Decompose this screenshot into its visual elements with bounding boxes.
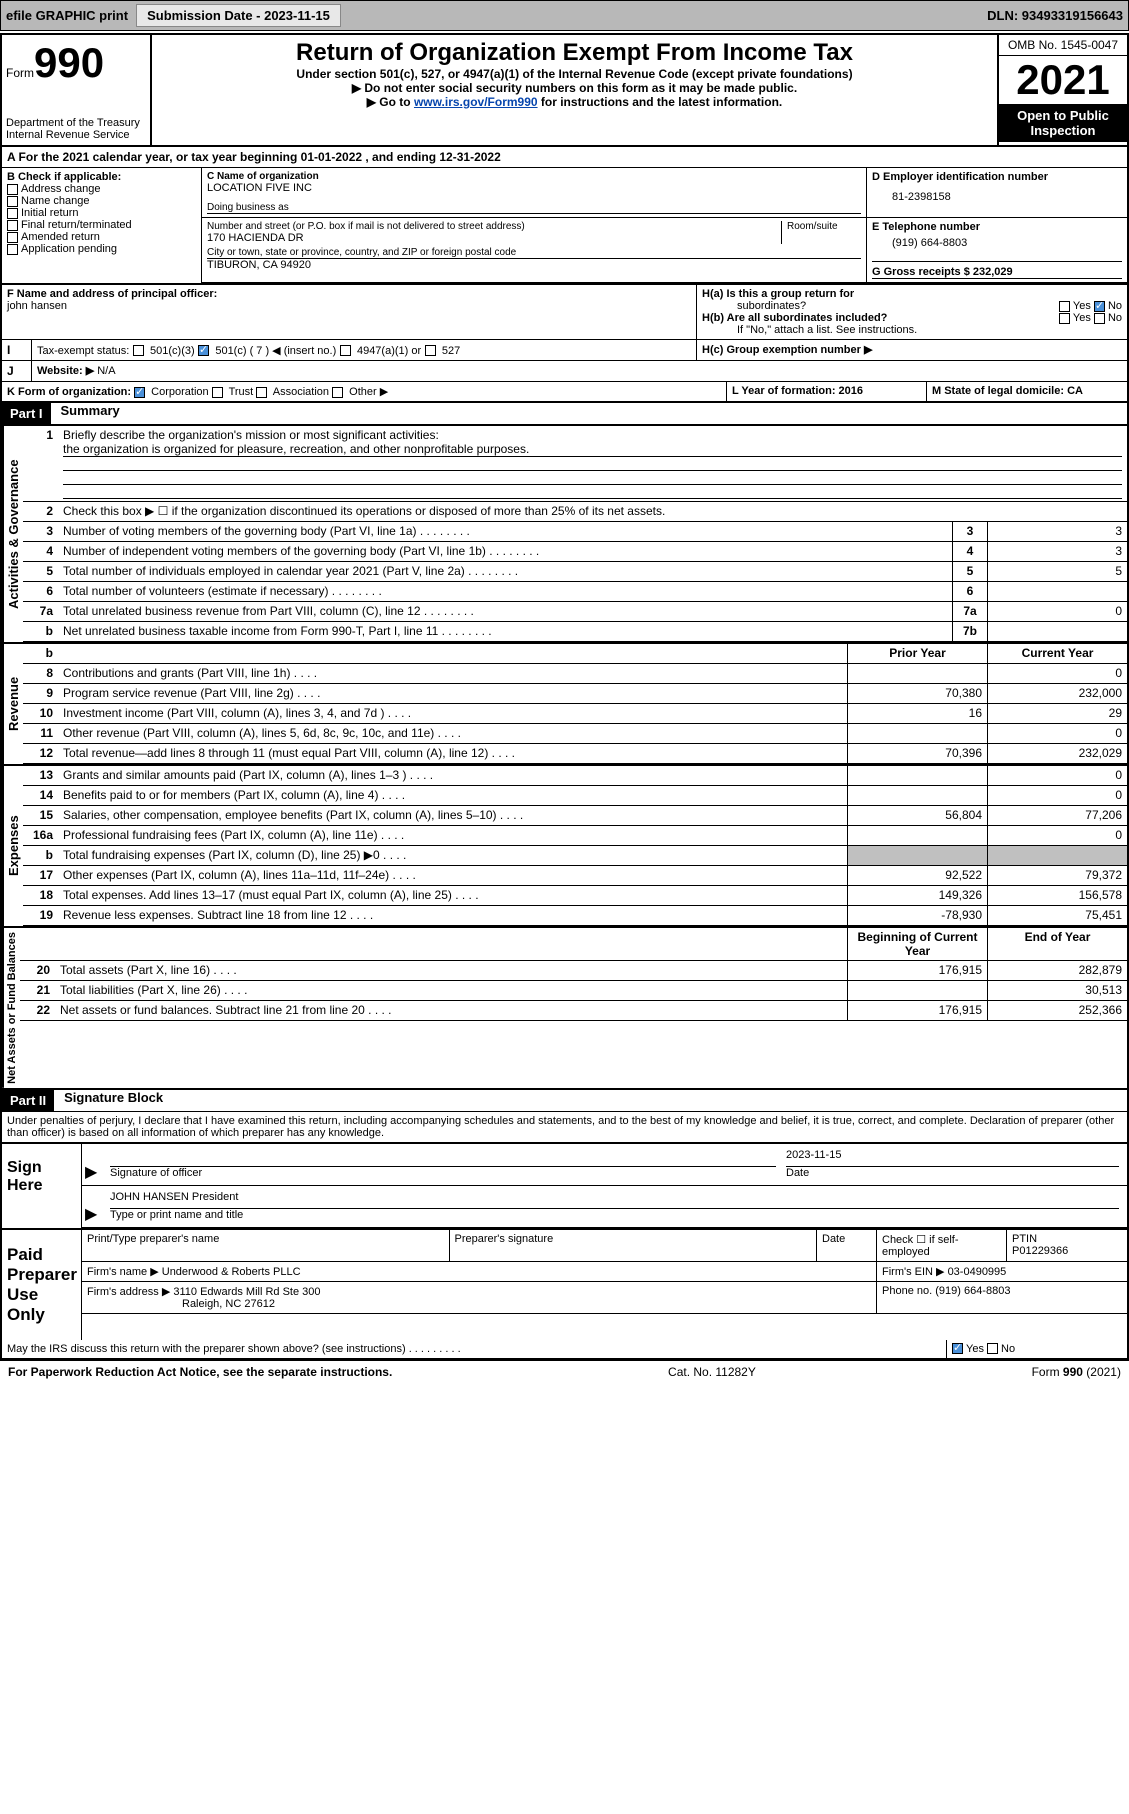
data-row: 22 Net assets or fund balances. Subtract… [20,1001,1127,1021]
form-word: Form [6,66,34,80]
chk-527[interactable] [425,345,436,356]
chk-ha-yes[interactable] [1059,301,1070,312]
dln-label: DLN: 93493319156643 [987,8,1123,23]
chk-address[interactable] [7,184,18,195]
preparer-block: Paid Preparer Use Only Print/Type prepar… [2,1228,1127,1340]
form-subtitle: Under section 501(c), 527, or 4947(a)(1)… [160,67,989,81]
firm-addr: 3110 Edwards Mill Rd Ste 300 [173,1286,320,1298]
sign-date: 2023-11-15 [786,1149,1119,1167]
gov-row: b Net unrelated business taxable income … [23,622,1127,642]
city: TIBURON, CA 94920 [207,259,861,271]
website: N/A [97,365,115,377]
data-row: 14 Benefits paid to or for members (Part… [23,786,1127,806]
part1-title: Summary [51,403,120,424]
irs-link[interactable]: www.irs.gov/Form990 [414,95,538,109]
street: 170 HACIENDA DR [207,232,781,244]
data-row: 12 Total revenue—add lines 8 through 11 … [23,744,1127,764]
data-row: 13 Grants and similar amounts paid (Part… [23,766,1127,786]
irs-label: Internal Revenue Service [6,129,146,141]
chk-name[interactable] [7,196,18,207]
form-number: 990 [34,39,104,87]
side-governance: Activities & Governance [2,426,23,642]
side-revenue: Revenue [2,644,23,764]
side-expenses: Expenses [2,766,23,926]
firm-phone: (919) 664-8803 [935,1285,1010,1297]
chk-trust[interactable] [212,387,223,398]
chk-hb-yes[interactable] [1059,313,1070,324]
footer: For Paperwork Reduction Act Notice, see … [0,1361,1129,1383]
org-name: LOCATION FIVE INC [207,182,861,194]
note2: ▶ Go to www.irs.gov/Form990 for instruct… [160,95,989,109]
form-990: Form 990 Department of the Treasury Inte… [0,33,1129,1361]
chk-other[interactable] [332,387,343,398]
data-row: 19 Revenue less expenses. Subtract line … [23,906,1127,926]
sign-block: Sign Here ▶ Signature of officer 2023-11… [2,1142,1127,1228]
note1: ▶ Do not enter social security numbers o… [160,81,989,95]
phone: (919) 664-8803 [872,233,1122,253]
chk-final[interactable] [7,220,18,231]
data-row: 15 Salaries, other compensation, employe… [23,806,1127,826]
data-row: 9 Program service revenue (Part VIII, li… [23,684,1127,704]
gov-row: 6 Total number of volunteers (estimate i… [23,582,1127,602]
gov-row: 3 Number of voting members of the govern… [23,522,1127,542]
state-domicile: M State of legal domicile: CA [927,382,1127,401]
chk-pending[interactable] [7,244,18,255]
officer-name: john hansen [7,300,691,312]
inspection-label: Open to Public Inspection [999,104,1127,142]
chk-assoc[interactable] [256,387,267,398]
data-row: 16a Professional fundraising fees (Part … [23,826,1127,846]
omb-number: OMB No. 1545-0047 [999,35,1127,56]
data-row: 21 Total liabilities (Part X, line 26) .… [20,981,1127,1001]
data-row: 18 Total expenses. Add lines 13–17 (must… [23,886,1127,906]
declaration: Under penalties of perjury, I declare th… [2,1112,1127,1142]
chk-amended[interactable] [7,232,18,243]
gov-row: 7a Total unrelated business revenue from… [23,602,1127,622]
chk-corp[interactable] [134,387,145,398]
submission-btn[interactable]: Submission Date - 2023-11-15 [136,4,341,27]
data-row: 11 Other revenue (Part VIII, column (A),… [23,724,1127,744]
chk-discuss-no[interactable] [987,1343,998,1354]
chk-501c[interactable] [198,345,209,356]
year-formation: L Year of formation: 2016 [727,382,927,401]
header-block: Form 990 Department of the Treasury Inte… [2,35,1127,147]
chk-4947[interactable] [340,345,351,356]
chk-ha-no[interactable] [1094,301,1105,312]
data-row: b Total fundraising expenses (Part IX, c… [23,846,1127,866]
officer-sig-name: JOHN HANSEN President [110,1191,1119,1209]
section-b: B Check if applicable: Address change Na… [2,168,202,283]
section-a: A For the 2021 calendar year, or tax yea… [2,147,1127,168]
data-row: 20 Total assets (Part X, line 16) . . . … [20,961,1127,981]
section-a-text: A For the 2021 calendar year, or tax yea… [2,147,1127,167]
part1-header: Part I [2,403,51,424]
data-row: 8 Contributions and grants (Part VIII, l… [23,664,1127,684]
firm-ein: 03-0490995 [948,1266,1007,1278]
topbar: efile GRAPHIC print Submission Date - 20… [0,0,1129,31]
form-title: Return of Organization Exempt From Incom… [160,39,989,67]
firm-name: Underwood & Roberts PLLC [162,1266,301,1278]
efile-label: efile GRAPHIC print [6,8,128,23]
gross-receipts: G Gross receipts $ 232,029 [872,261,1122,279]
ptin: P01229366 [1012,1245,1068,1257]
part2-header: Part II [2,1090,54,1111]
gov-row: 4 Number of independent voting members o… [23,542,1127,562]
data-row: 10 Investment income (Part VIII, column … [23,704,1127,724]
data-row: 17 Other expenses (Part IX, column (A), … [23,866,1127,886]
dept-label: Department of the Treasury [6,117,146,129]
chk-initial[interactable] [7,208,18,219]
gov-row: 5 Total number of individuals employed i… [23,562,1127,582]
chk-discuss-yes[interactable] [952,1343,963,1354]
part2-title: Signature Block [54,1090,163,1111]
ein: 81-2398158 [872,183,1122,211]
tax-year: 2021 [999,56,1127,104]
chk-hb-no[interactable] [1094,313,1105,324]
side-net: Net Assets or Fund Balances [2,928,20,1088]
mission: the organization is organized for pleasu… [63,442,1122,457]
chk-501c3[interactable] [133,345,144,356]
